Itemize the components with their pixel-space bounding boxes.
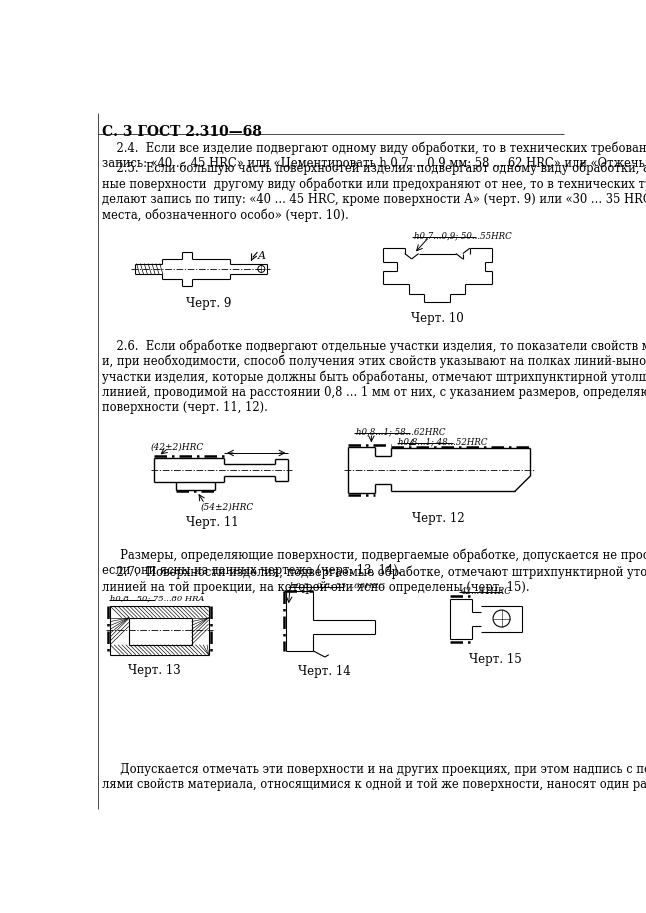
- Text: (42±2)HRC: (42±2)HRC: [151, 443, 203, 452]
- Text: h0,8...50; 75...80 HRA: h0,8...50; 75...80 HRA: [110, 594, 205, 603]
- Text: h0,8...1; 58...62HRC: h0,8...1; 58...62HRC: [356, 427, 445, 436]
- Text: Размеры, определяющие поверхности, подвергаемые обработке, допускается не проста: Размеры, определяющие поверхности, подве…: [103, 549, 646, 577]
- Text: h0,8...0,8; 55...60HRC: h0,8...0,8; 55...60HRC: [290, 582, 385, 590]
- Text: Черт. 12: Черт. 12: [413, 512, 465, 525]
- Text: Черт. 11: Черт. 11: [186, 516, 239, 530]
- Text: h0,8...1; 48...52HRC: h0,8...1; 48...52HRC: [399, 437, 488, 446]
- Text: 42...47HRC: 42...47HRC: [461, 587, 512, 596]
- Text: h0,7...0,9; 50...55HRC: h0,7...0,9; 50...55HRC: [414, 231, 512, 240]
- Text: 2.6.  Если обработке подвергают отдельные участки изделия, то показатели свойств: 2.6. Если обработке подвергают отдельные…: [103, 339, 646, 414]
- Text: С. 3 ГОСТ 2.310—68: С. 3 ГОСТ 2.310—68: [103, 125, 262, 139]
- Text: Допускается отмечать эти поверхности и на других проекциях, при этом надпись с п: Допускается отмечать эти поверхности и н…: [103, 762, 646, 791]
- Text: A: A: [258, 251, 266, 261]
- Text: Черт. 13: Черт. 13: [128, 664, 181, 677]
- Text: Черт. 9: Черт. 9: [186, 298, 231, 310]
- Text: Черт. 15: Черт. 15: [469, 653, 522, 666]
- Text: Черт. 10: Черт. 10: [411, 312, 464, 325]
- Text: 2.4.  Если все изделие подвергают одному виду обработки, то в технических требов: 2.4. Если все изделие подвергают одному …: [103, 142, 646, 171]
- Text: 2.5.  Если большую часть поверхностей изделия подвергают одному виду обработки, : 2.5. Если большую часть поверхностей изд…: [103, 162, 646, 222]
- Text: Черт. 14: Черт. 14: [298, 665, 351, 677]
- Text: 2.7.  Поверхности изделия, подвергаемые обработке, отмечают штрихпунктирной утол: 2.7. Поверхности изделия, подвергаемые о…: [103, 565, 646, 593]
- Text: (54±2)HRC: (54±2)HRC: [201, 502, 254, 511]
